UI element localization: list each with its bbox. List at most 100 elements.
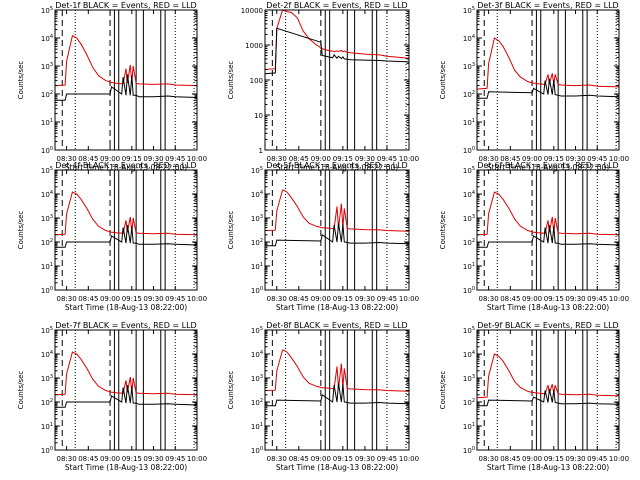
x-axis-label: Start Time (18-Aug-13 08:22:00)	[65, 463, 187, 472]
x-tick-label: 09:45	[377, 295, 397, 303]
y-tick-label: 101	[463, 422, 475, 431]
y-tick-label: 104	[41, 34, 53, 43]
y-axis-label: Counts/sec	[439, 61, 447, 100]
x-tick-label: 10:00	[399, 155, 419, 163]
y-tick-label: 104	[463, 34, 475, 43]
x-tick-label: 10:00	[187, 155, 207, 163]
x-axis-label: Start Time (18-Aug-13 08:22:00)	[487, 303, 609, 312]
y-tick-label: 100	[41, 286, 53, 295]
events-series-line	[477, 78, 619, 99]
x-axis-label: Start Time (18-Aug-13 08:22:00)	[276, 303, 398, 312]
x-tick-label: 09:45	[377, 155, 397, 163]
x-tick-label: 08:45	[78, 155, 98, 163]
x-tick-label: 09:15	[544, 155, 564, 163]
y-tick-label: 105	[463, 326, 475, 335]
x-tick-label: 08:45	[500, 295, 520, 303]
x-tick-label: 09:30	[143, 455, 163, 463]
y-tick-label: 105	[463, 166, 475, 175]
y-tick-label: 105	[251, 166, 263, 175]
x-tick-label: 09:00	[100, 455, 120, 463]
x-tick-label: 08:30	[478, 455, 498, 463]
y-axis-label: Counts/sec	[17, 371, 25, 410]
y-tick-label: 105	[41, 6, 53, 15]
x-tick-label: 09:00	[100, 155, 120, 163]
plot-frame	[54, 9, 198, 151]
y-tick-label: 10	[254, 112, 263, 120]
y-tick-label: 104	[463, 350, 475, 359]
y-tick-label: 104	[463, 190, 475, 199]
x-tick-label: 08:30	[56, 455, 76, 463]
lld-series-line	[477, 353, 619, 399]
x-tick-label: 09:45	[165, 295, 185, 303]
x-tick-label: 08:30	[478, 295, 498, 303]
x-tick-label: 10:00	[609, 155, 629, 163]
y-tick-label: 100	[463, 286, 475, 295]
x-tick-label: 09:45	[165, 455, 185, 463]
events-series-line	[55, 225, 197, 248]
y-tick-label: 101	[41, 118, 53, 127]
y-axis-label: Counts/sec	[227, 61, 235, 100]
y-tick-label: 103	[41, 62, 53, 71]
plot-frame	[476, 329, 620, 451]
y-tick-label: 101	[41, 262, 53, 271]
lld-series-line	[265, 349, 409, 392]
x-tick-label: 08:45	[78, 295, 98, 303]
x-tick-label: 09:15	[333, 455, 353, 463]
x-tick-label: 09:00	[100, 295, 120, 303]
lld-series-line	[55, 351, 197, 396]
x-tick-label: 09:00	[311, 295, 331, 303]
x-axis-label: Start Time (18-Aug-13 08:22:00)	[276, 163, 398, 172]
panel-2: 08:30 08:45 09:00 09:15 09:30 09:45 10:00 1 10 10…	[227, 1, 419, 172]
y-tick-label: 102	[41, 238, 53, 247]
x-tick-label: 10:00	[609, 295, 629, 303]
x-tick-label: 09:00	[522, 455, 542, 463]
x-axis-label: Start Time (18-Aug-13 08:22:00)	[65, 163, 187, 172]
y-tick-label: 102	[463, 238, 475, 247]
plot-frame	[264, 329, 410, 451]
panel-title: Det-3f BLACK = Events, RED = LLD	[477, 1, 618, 10]
panel-title: Det-6f BLACK = Events, RED = LLD	[477, 161, 618, 170]
lld-series-line	[265, 10, 409, 70]
x-tick-label: 10:00	[187, 455, 207, 463]
x-tick-label: 10:00	[399, 295, 419, 303]
panel-7: 08:30 08:45 09:00 09:15 09:30 09:45 10:00 100 10…	[17, 321, 207, 472]
x-tick-label: 08:30	[267, 155, 287, 163]
y-tick-label: 102	[251, 238, 263, 247]
events-series-line	[265, 27, 409, 75]
x-tick-label: 08:45	[500, 155, 520, 163]
y-tick-label: 105	[41, 326, 53, 335]
plot-frame	[476, 9, 620, 151]
y-tick-label: 103	[463, 374, 475, 383]
panel-title: Det-5f BLACK = Events, RED = LLD	[266, 161, 407, 170]
y-tick-label: 102	[251, 398, 263, 407]
y-tick-label: 103	[41, 374, 53, 383]
x-tick-label: 09:00	[311, 155, 331, 163]
y-tick-label: 104	[251, 350, 263, 359]
x-axis-label: Start Time (18-Aug-13 08:22:00)	[276, 463, 398, 472]
lld-series-line	[477, 37, 619, 90]
y-tick-label: 102	[463, 90, 475, 99]
x-tick-label: 10:00	[399, 455, 419, 463]
x-tick-label: 09:00	[311, 455, 331, 463]
x-tick-label: 10:00	[187, 295, 207, 303]
lld-series-line	[265, 189, 409, 232]
panel-title: Det-2f BLACK = Events, RED = LLD	[266, 1, 407, 10]
panel-title: Det-8f BLACK = Events, RED = LLD	[266, 321, 407, 330]
panel-title: Det-7f BLACK = Events, RED = LLD	[55, 321, 196, 330]
x-tick-label: 08:30	[267, 455, 287, 463]
x-tick-label: 09:30	[565, 295, 585, 303]
x-tick-label: 09:45	[587, 455, 607, 463]
events-series-line	[265, 383, 409, 407]
x-tick-label: 09:00	[522, 155, 542, 163]
plot-frame	[54, 329, 198, 451]
plot-frame	[264, 169, 410, 291]
y-tick-label: 103	[463, 214, 475, 223]
y-axis-label: Counts/sec	[17, 211, 25, 250]
y-tick-label: 101	[463, 118, 475, 127]
x-tick-label: 09:30	[143, 295, 163, 303]
y-tick-label: 100	[250, 77, 263, 85]
y-tick-label: 104	[41, 190, 53, 199]
events-series-line	[265, 223, 409, 247]
y-tick-label: 101	[41, 422, 53, 431]
